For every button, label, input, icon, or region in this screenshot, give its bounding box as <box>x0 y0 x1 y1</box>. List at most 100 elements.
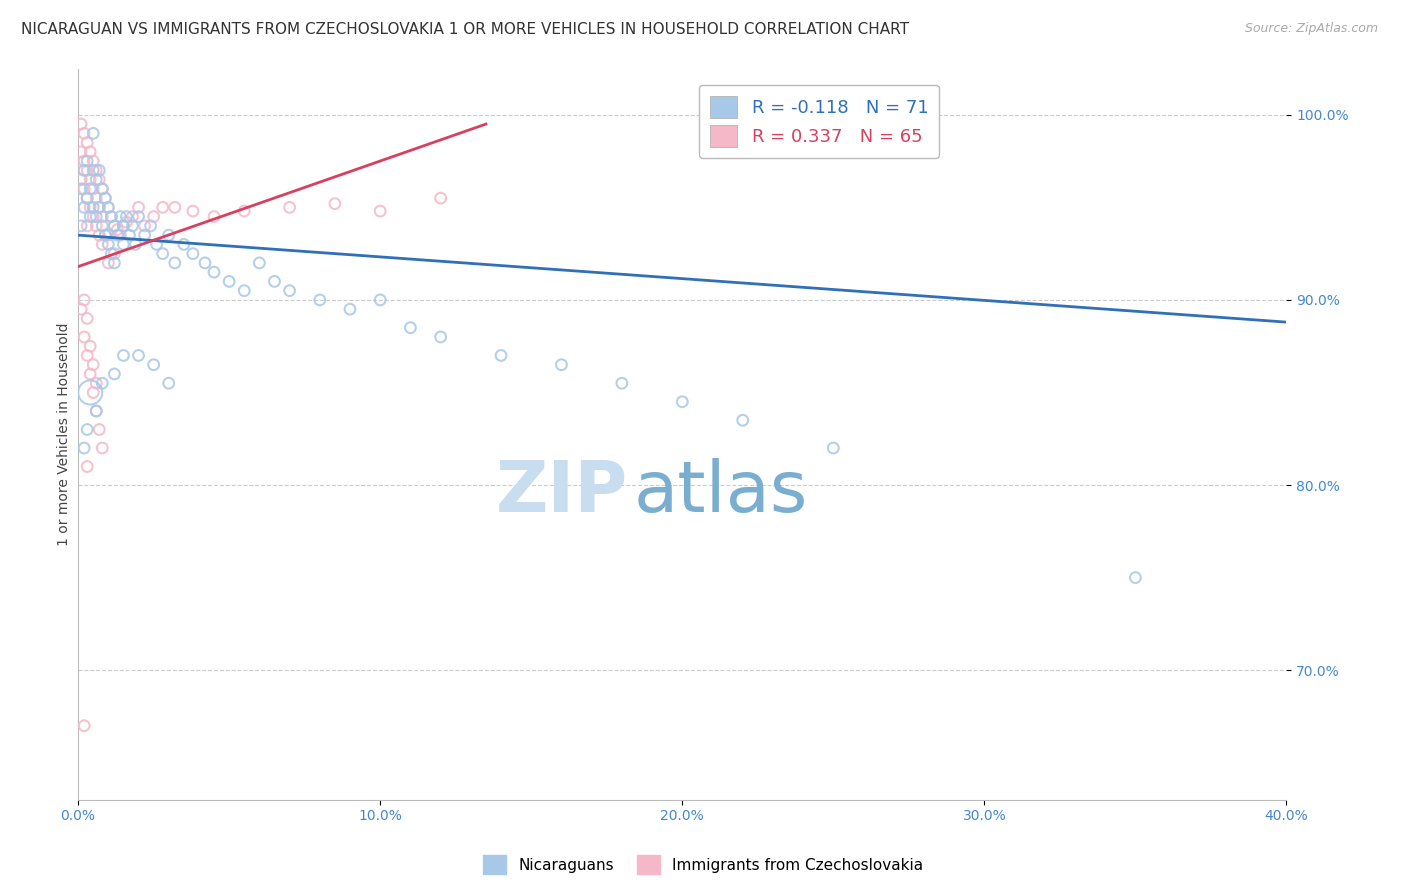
Point <box>163 256 186 270</box>
Point <box>84 219 107 233</box>
Point <box>70 219 93 233</box>
Point <box>202 210 225 224</box>
Point <box>145 237 167 252</box>
Text: NICARAGUAN VS IMMIGRANTS FROM CZECHOSLOVAKIA 1 OR MORE VEHICLES IN HOUSEHOLD COR: NICARAGUAN VS IMMIGRANTS FROM CZECHOSLOV… <box>21 22 910 37</box>
Point <box>76 348 98 362</box>
Point <box>121 219 143 233</box>
Point <box>73 126 96 140</box>
Point <box>115 215 138 229</box>
Point <box>76 423 98 437</box>
Point <box>100 210 122 224</box>
Point <box>112 348 135 362</box>
Point <box>94 191 117 205</box>
Point <box>97 256 120 270</box>
Point <box>70 145 93 159</box>
Point <box>134 219 156 233</box>
Point <box>73 330 96 344</box>
Point <box>247 256 270 270</box>
Point <box>489 348 512 362</box>
Point <box>278 200 301 214</box>
Point <box>128 348 150 362</box>
Point <box>112 219 135 233</box>
Point <box>79 172 101 186</box>
Point <box>73 154 96 169</box>
Point <box>79 339 101 353</box>
Point <box>105 228 128 243</box>
Point <box>308 293 330 307</box>
Point <box>82 154 104 169</box>
Point <box>82 182 104 196</box>
Point <box>91 237 114 252</box>
Point <box>152 246 174 260</box>
Text: ZIP: ZIP <box>496 458 628 527</box>
Point <box>89 172 111 186</box>
Point <box>79 385 101 400</box>
Point <box>76 191 98 205</box>
Point <box>97 200 120 214</box>
Point <box>91 376 114 391</box>
Point <box>84 163 107 178</box>
Point <box>79 145 101 159</box>
Point <box>73 441 96 455</box>
Point <box>124 237 146 252</box>
Point <box>84 172 107 186</box>
Point <box>399 320 422 334</box>
Point <box>91 441 114 455</box>
Point <box>550 358 572 372</box>
Point <box>202 265 225 279</box>
Y-axis label: 1 or more Vehicles in Household: 1 or more Vehicles in Household <box>58 322 72 546</box>
Point <box>89 228 111 243</box>
Point <box>139 219 162 233</box>
Point <box>82 358 104 372</box>
Text: atlas: atlas <box>634 458 808 527</box>
Point <box>82 200 104 214</box>
Point <box>157 228 180 243</box>
Point <box>70 172 93 186</box>
Point <box>91 182 114 196</box>
Point <box>823 441 845 455</box>
Point <box>97 228 120 243</box>
Point <box>100 210 122 224</box>
Point <box>94 228 117 243</box>
Point <box>429 191 451 205</box>
Legend: Nicaraguans, Immigrants from Czechoslovakia: Nicaraguans, Immigrants from Czechoslova… <box>477 849 929 880</box>
Point <box>671 394 693 409</box>
Point <box>76 311 98 326</box>
Point <box>163 200 186 214</box>
Point <box>112 219 135 233</box>
Point <box>368 293 391 307</box>
Point <box>103 219 125 233</box>
Point <box>103 367 125 381</box>
Point <box>82 126 104 140</box>
Point <box>91 219 114 233</box>
Point <box>89 163 111 178</box>
Point <box>194 256 217 270</box>
Point <box>128 210 150 224</box>
Point <box>73 200 96 214</box>
Point <box>97 200 120 214</box>
Point <box>84 376 107 391</box>
Point <box>142 358 165 372</box>
Point <box>79 182 101 196</box>
Point <box>84 210 107 224</box>
Point <box>94 191 117 205</box>
Point <box>76 219 98 233</box>
Point <box>121 210 143 224</box>
Point <box>91 182 114 196</box>
Point <box>82 385 104 400</box>
Point <box>70 117 93 131</box>
Point <box>84 404 107 418</box>
Point <box>112 237 135 252</box>
Point <box>79 210 101 224</box>
Point <box>70 302 93 317</box>
Point <box>79 367 101 381</box>
Point <box>79 200 101 214</box>
Point <box>181 246 204 260</box>
Point <box>84 404 107 418</box>
Point <box>103 256 125 270</box>
Point <box>128 200 150 214</box>
Point <box>152 200 174 214</box>
Legend: R = -0.118   N = 71, R = 0.337   N = 65: R = -0.118 N = 71, R = 0.337 N = 65 <box>699 85 939 158</box>
Point <box>142 210 165 224</box>
Point <box>233 284 256 298</box>
